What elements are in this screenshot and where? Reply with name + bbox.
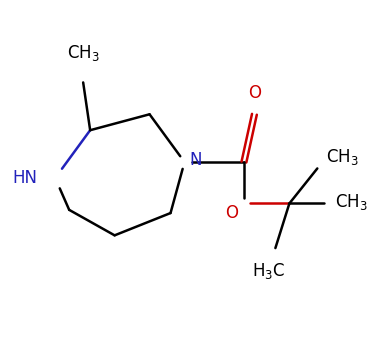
Text: H$_3$C: H$_3$C: [252, 261, 285, 281]
Text: CH$_3$: CH$_3$: [335, 192, 367, 212]
Text: CH$_3$: CH$_3$: [67, 43, 99, 63]
Text: HN: HN: [13, 169, 38, 187]
Text: N: N: [190, 151, 202, 169]
Text: O: O: [225, 204, 238, 222]
Text: CH$_3$: CH$_3$: [326, 147, 359, 167]
Text: O: O: [248, 84, 261, 101]
